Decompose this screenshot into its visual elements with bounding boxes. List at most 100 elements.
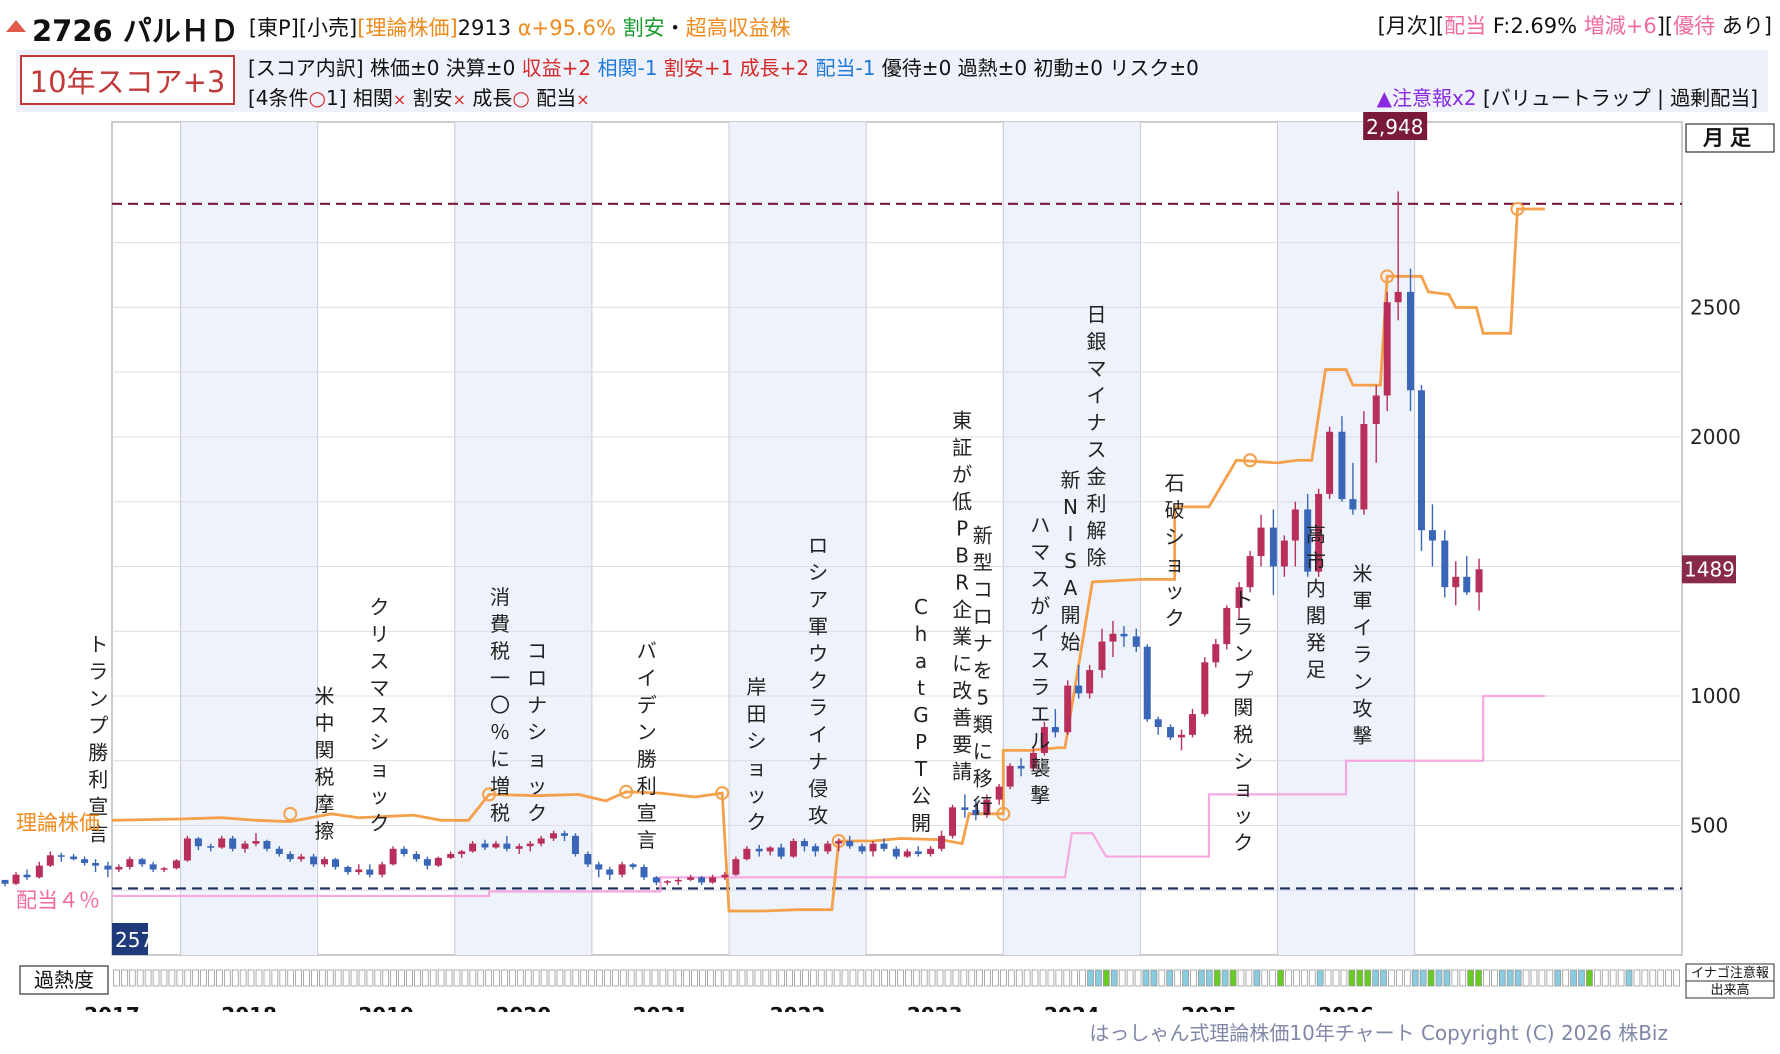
candle-down [481, 843, 489, 848]
yutai-value: あり] [1715, 14, 1772, 38]
candle-up [321, 859, 329, 865]
overheat-cell [1110, 969, 1118, 987]
candle-down [698, 877, 706, 883]
candle-up [126, 859, 134, 867]
theory-label: [理論株価] [357, 16, 458, 40]
overheat-cell [1142, 969, 1150, 987]
overheat-cell [358, 969, 366, 987]
candle-down [1441, 540, 1449, 588]
overheat-cell [762, 969, 770, 987]
overheat-cell [841, 969, 849, 987]
candle-up [1257, 527, 1265, 557]
candle-up [172, 860, 180, 869]
candle-down [1428, 530, 1436, 541]
x-tick-label: 2017 [84, 1003, 140, 1012]
overheat-cell [1617, 969, 1625, 987]
candle-up [721, 874, 729, 878]
x-tick-label: 2018 [221, 1003, 277, 1012]
candle-down [846, 841, 854, 847]
overheat-cell [1245, 969, 1253, 987]
overheat-cell [326, 969, 334, 987]
event-label: トランプ関税ショック [1233, 587, 1253, 854]
candle-up [218, 838, 226, 848]
score-breakdown: [スコア内訳] 株価±0 決算±0 収益+2 相関-1 割安+1 成長+2 配当… [248, 52, 1199, 81]
score-item: 優待±0 [875, 56, 952, 80]
dividend-axis-label: 配当４％ [16, 889, 100, 913]
overheat-cell [1578, 969, 1585, 987]
overheat-cell [1372, 969, 1379, 987]
overheat-cell [406, 969, 413, 987]
candle-down [138, 859, 146, 865]
candle-up [115, 866, 123, 870]
candle-up [927, 848, 935, 854]
event-label: 岸田ショック [746, 675, 766, 834]
overheat-cell [1546, 969, 1554, 987]
candle-up [458, 851, 466, 854]
circle-icon: ○ [308, 86, 326, 110]
up-arrow-icon [6, 20, 26, 32]
event-label: 消費税一〇％に増税 [490, 585, 510, 825]
overheat-cell [1380, 969, 1387, 987]
overheat-cell [1443, 969, 1451, 987]
candle-up [766, 847, 774, 852]
y-tick-label: 2500 [1690, 295, 1741, 319]
overheat-cell [287, 969, 295, 987]
candle-down [286, 853, 294, 860]
bracket-sep: ][ [1656, 14, 1674, 38]
overheat-cell [1324, 969, 1332, 987]
candle-up [1064, 685, 1072, 733]
ten-year-score: 10年スコア+3 [20, 55, 235, 105]
overheat-cell [1451, 969, 1459, 987]
candle-down [652, 877, 660, 883]
overheat-cell [1506, 969, 1514, 987]
candle-down [332, 859, 340, 867]
conditions-count: 1] [325, 86, 347, 110]
overheat-cell [1657, 969, 1665, 987]
market-tags: [東P][小売] [248, 16, 358, 40]
candle-down [344, 866, 352, 873]
overheat-cell [303, 969, 310, 987]
overheat-cell [231, 969, 239, 987]
candle-up [355, 869, 363, 873]
overheat-cell [849, 969, 857, 987]
overheat-cell [596, 969, 603, 987]
overheat-cell [1467, 969, 1475, 987]
candle-up [1006, 765, 1014, 787]
candle-down [263, 841, 271, 849]
theory-value: 2913 [457, 16, 512, 40]
candle-up [550, 833, 558, 839]
candle-up [492, 843, 500, 848]
overheat-cell [176, 969, 184, 987]
overheat-cell [1174, 969, 1181, 987]
overheat-cell [1530, 969, 1538, 987]
candle-down [1, 879, 9, 884]
overheat-cell [920, 969, 928, 987]
candle-up [1394, 291, 1402, 303]
overheat-cell [794, 969, 801, 987]
overheat-cell [1269, 969, 1277, 987]
dividend-label: 配当 [1444, 14, 1487, 38]
score-item: 過熱±0 [951, 56, 1028, 80]
event-label: 東証が低 P B R 企業に改善要請 [952, 408, 972, 783]
candle-up [515, 846, 523, 849]
overheat-cell [1586, 969, 1593, 987]
current-price-box [1682, 555, 1736, 584]
overheat-cell [873, 969, 881, 987]
candle-up [1212, 644, 1220, 663]
event-label: 高市内閣発足 [1306, 523, 1326, 682]
overheat-cell [1166, 969, 1174, 987]
overheat-cell [992, 969, 999, 987]
condition-name: 割安 [406, 86, 453, 110]
candle-down [1167, 727, 1175, 738]
candle-up [1201, 662, 1209, 715]
overheat-cell [635, 969, 643, 987]
overheat-cell [619, 969, 627, 987]
condition-name: 成長 [466, 86, 513, 110]
conditions-line: [4条件○1] 相関× 割安× 成長○ 配当× [248, 82, 590, 111]
overheat-cell [960, 969, 968, 987]
candle-down [57, 855, 65, 857]
tag-separator: ・ [664, 16, 686, 40]
overheat-cell [1182, 969, 1189, 987]
x-tick-label: 2023 [907, 1003, 963, 1012]
overheat-cell [144, 969, 152, 987]
